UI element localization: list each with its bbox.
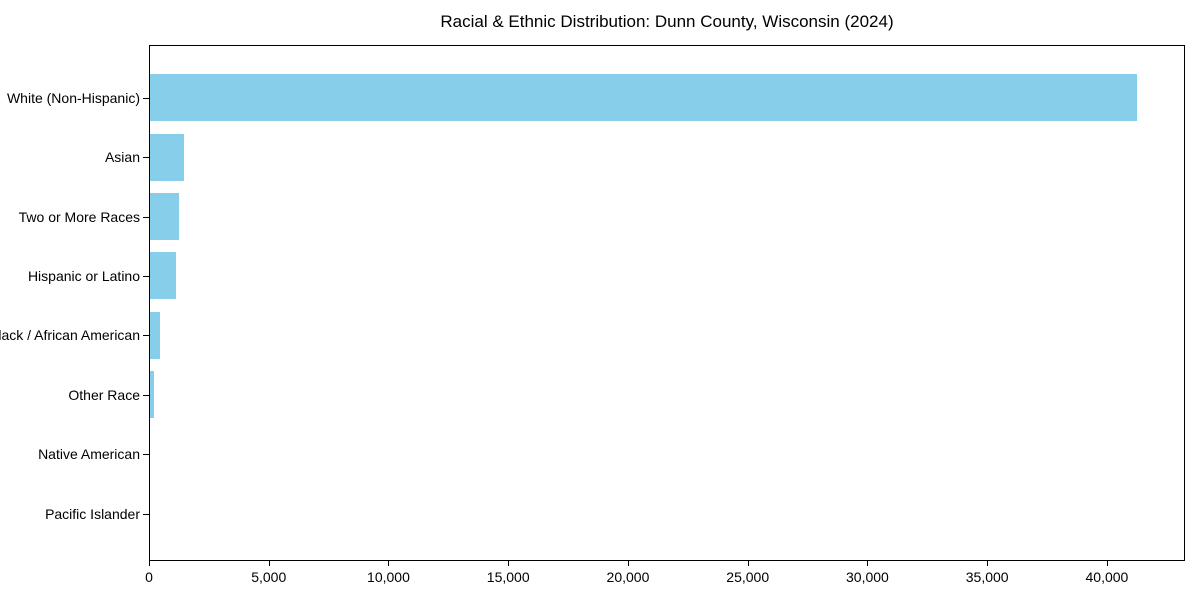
y-tick-mark: [143, 157, 149, 159]
x-tick-label: 15,000: [486, 569, 530, 585]
x-tick-mark: [268, 561, 270, 566]
y-tick-mark: [143, 454, 149, 456]
y-tick-label: White (Non-Hispanic): [6, 89, 140, 106]
y-tick-mark: [143, 335, 149, 337]
x-tick-label: 25,000: [726, 569, 770, 585]
y-tick-label: Pacific Islander: [45, 505, 140, 522]
x-tick-mark: [508, 561, 510, 566]
plot-area: [149, 45, 1185, 561]
x-tick-label: 40,000: [1085, 569, 1129, 585]
bar: [150, 371, 154, 419]
x-tick-mark: [1106, 561, 1108, 566]
bar: [150, 311, 160, 359]
y-tick-mark: [143, 513, 149, 515]
x-tick-mark: [747, 561, 749, 566]
y-tick-label: Hispanic or Latino: [27, 267, 140, 284]
x-tick-label: 0: [145, 569, 153, 585]
bar: [150, 133, 184, 181]
bar: [150, 193, 179, 240]
bar: [150, 74, 1137, 122]
x-tick-label: 30,000: [846, 569, 889, 585]
x-tick-mark: [627, 561, 629, 566]
y-tick-mark: [143, 97, 149, 99]
x-tick-label: 10,000: [367, 569, 410, 585]
y-tick-mark: [143, 275, 149, 277]
x-tick-mark: [388, 561, 390, 566]
y-tick-label: Asian: [104, 149, 140, 166]
y-tick-mark: [143, 394, 149, 396]
x-tick-label: 5,000: [251, 569, 287, 585]
y-tick-label: Native American: [38, 446, 140, 463]
bar: [150, 252, 177, 300]
y-tick-label: Two or More Races: [18, 208, 140, 225]
y-tick-mark: [143, 216, 149, 218]
x-tick-mark: [149, 561, 150, 566]
x-tick-label: 20,000: [606, 569, 650, 585]
x-tick-mark: [987, 561, 989, 566]
y-tick-label: Black / African American: [0, 327, 140, 344]
y-tick-label: Other Race: [68, 386, 140, 403]
chart-title: Racial & Ethnic Distribution: Dunn Count…: [440, 12, 894, 31]
x-tick-label: 35,000: [965, 569, 1009, 585]
x-tick-mark: [867, 561, 869, 566]
